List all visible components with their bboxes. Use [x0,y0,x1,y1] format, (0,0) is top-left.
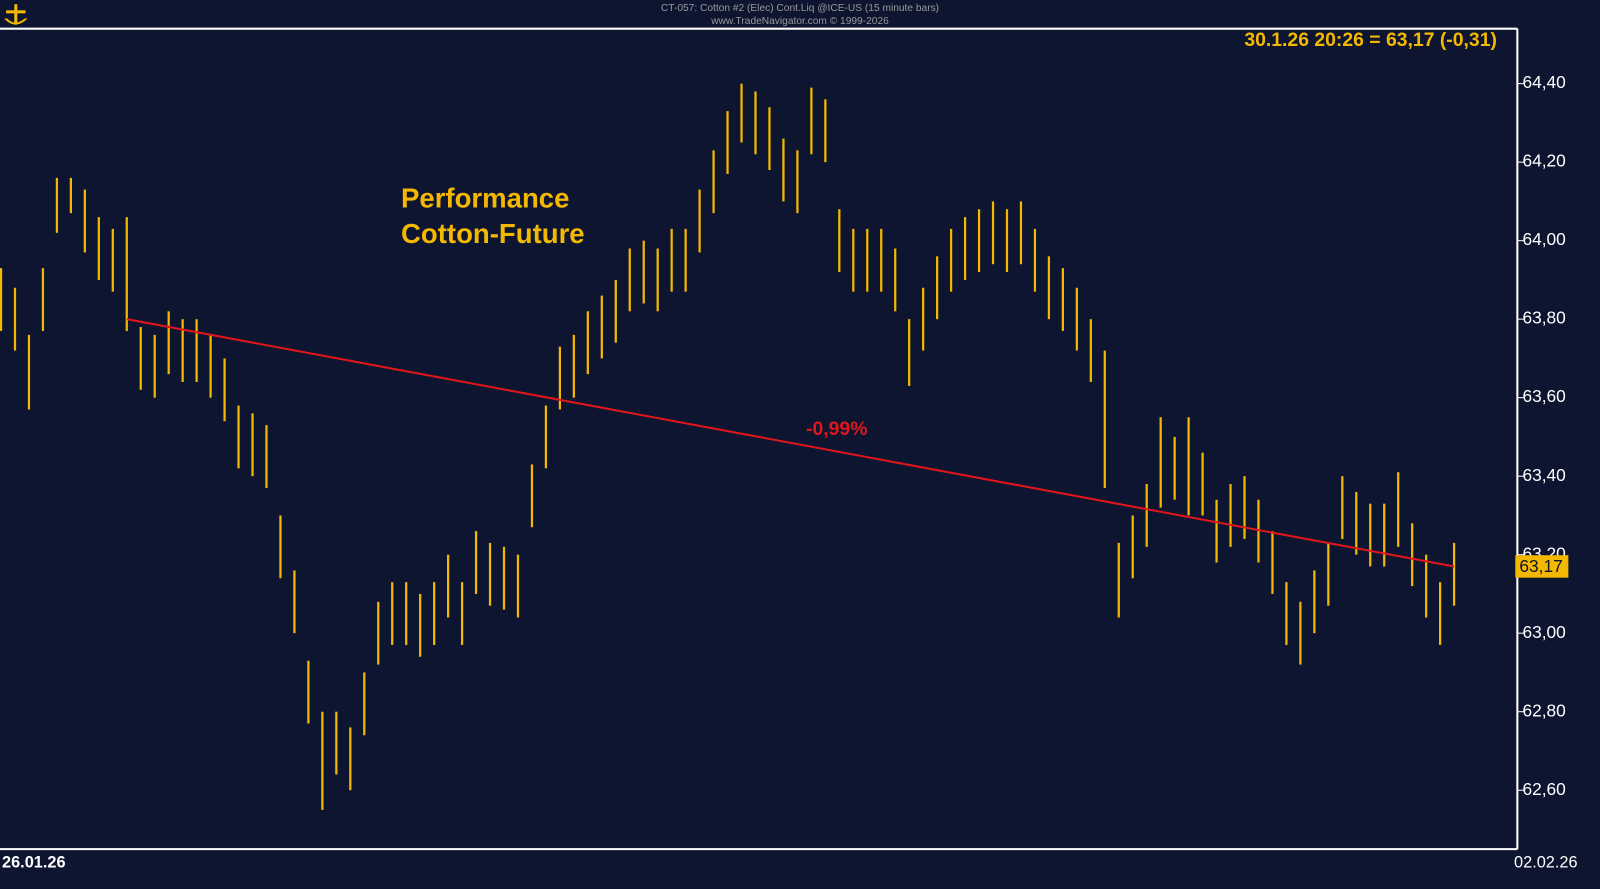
y-tick-label: 63,40 [1522,465,1565,485]
y-tick-label: 63,80 [1522,308,1565,328]
y-tick-label: 62,80 [1522,700,1565,720]
y-tick-label: 64,00 [1522,229,1565,249]
annotation: Performance [401,182,569,213]
trend-line [126,318,1455,568]
header-subtitle: www.TradeNavigator.com © 1999-2026 [710,16,889,27]
y-tick-label: 64,40 [1522,72,1565,92]
x-tick-label: 26.01.26 [2,854,65,872]
y-tick-label: 64,20 [1522,151,1565,171]
last-price-box [1515,555,1569,578]
y-tick-label: 63,60 [1522,386,1565,406]
trend-label: -0,99% [806,418,867,440]
quote: 30.1.26 20:26 = 63,17 (-0,31) [1244,29,1497,51]
x-tick-label: 02.02.26 [1514,854,1578,872]
header-title: CT-057: Cotton #2 (Elec) Cont.Liq @ICE-U… [661,3,939,14]
y-tick-label: 63,00 [1522,622,1565,642]
y-tick-label: 62,60 [1522,779,1565,799]
last-price-label: 63,17 [1519,556,1562,576]
logo [4,4,28,25]
annotation: Cotton-Future [401,218,585,249]
